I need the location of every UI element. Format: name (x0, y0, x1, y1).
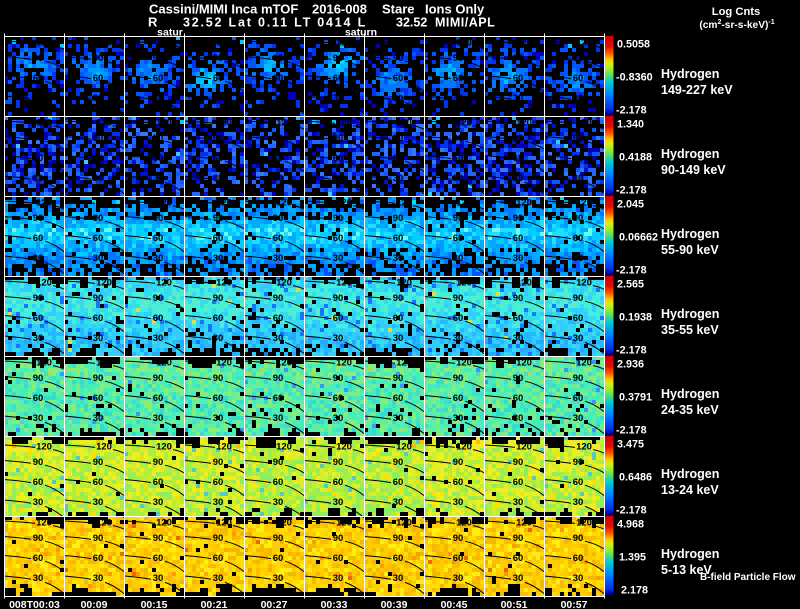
svg-text:00:15: 00:15 (141, 599, 168, 609)
svg-text:1.395: 1.395 (619, 552, 646, 564)
svg-text:Hydrogen: Hydrogen (661, 467, 719, 481)
svg-text:4.968: 4.968 (617, 519, 644, 531)
svg-text:5-13 keV: 5-13 keV (661, 563, 712, 577)
svg-text:00:21: 00:21 (201, 599, 228, 609)
svg-text:saturn: saturn (345, 27, 377, 39)
svg-text:-2.178: -2.178 (616, 345, 647, 357)
svg-text:Hydrogen: Hydrogen (661, 387, 719, 401)
svg-text:(cm2-sr-s-keV)-1: (cm2-sr-s-keV)-1 (699, 19, 774, 31)
svg-text:-2.178: -2.178 (616, 185, 647, 197)
svg-text:satur: satur (157, 27, 183, 39)
svg-text:00:33: 00:33 (321, 599, 348, 609)
svg-text:1.340: 1.340 (617, 119, 644, 131)
svg-text:32.52 Lat 0.11 LT 0414 L: 32.52 Lat 0.11 LT 0414 L (183, 16, 367, 30)
svg-text:0.5058: 0.5058 (617, 39, 650, 51)
svg-text:2.178: 2.178 (621, 585, 648, 597)
svg-text:149-227 keV: 149-227 keV (661, 83, 733, 97)
svg-text:Hydrogen: Hydrogen (661, 147, 719, 161)
svg-text:00:51: 00:51 (501, 599, 528, 609)
svg-text:-2.178: -2.178 (616, 265, 647, 277)
svg-text:0.4188: 0.4188 (619, 152, 652, 164)
svg-text:Hydrogen: Hydrogen (661, 227, 719, 241)
svg-text:Hydrogen: Hydrogen (661, 67, 719, 81)
svg-text:MIMI/APL: MIMI/APL (435, 16, 495, 30)
svg-text:Ions Only: Ions Only (425, 2, 485, 17)
svg-text:00:57: 00:57 (561, 599, 588, 609)
svg-text:-0.8360: -0.8360 (616, 72, 653, 84)
svg-text:Hydrogen: Hydrogen (661, 307, 719, 321)
svg-text:90-149 keV: 90-149 keV (661, 163, 726, 177)
svg-text:3.475: 3.475 (617, 439, 644, 451)
svg-text:0.3791: 0.3791 (619, 392, 652, 404)
svg-text:R: R (148, 15, 158, 30)
svg-text:00:09: 00:09 (81, 599, 108, 609)
svg-text:Hydrogen: Hydrogen (661, 547, 719, 561)
svg-text:-2.178: -2.178 (616, 505, 647, 517)
svg-text:2.565: 2.565 (617, 279, 644, 291)
svg-text:008T00:03: 008T00:03 (9, 599, 60, 609)
svg-text:35-55 keV: 35-55 keV (661, 323, 719, 337)
svg-text:-2.178: -2.178 (616, 425, 647, 437)
svg-text:0.06662: 0.06662 (619, 232, 658, 244)
svg-text:0.1938: 0.1938 (619, 312, 652, 324)
svg-text:24-35 keV: 24-35 keV (661, 403, 719, 417)
svg-text:Log Cnts: Log Cnts (712, 6, 760, 18)
svg-text:B-field Particle Flow: B-field Particle Flow (700, 572, 796, 583)
svg-text:Cassini/MIMI Inca mTOF: Cassini/MIMI Inca mTOF (149, 2, 298, 17)
svg-text:0.6486: 0.6486 (619, 472, 652, 484)
svg-text:Stare: Stare (382, 2, 415, 17)
svg-text:00:45: 00:45 (441, 599, 468, 609)
svg-text:2.936: 2.936 (617, 359, 644, 371)
svg-text:00:39: 00:39 (381, 599, 408, 609)
svg-text:00:27: 00:27 (261, 599, 288, 609)
svg-text:2.045: 2.045 (617, 199, 644, 211)
svg-text:13-24 keV: 13-24 keV (661, 483, 719, 497)
svg-text:2016-008: 2016-008 (312, 2, 367, 17)
svg-text:55-90 keV: 55-90 keV (661, 243, 719, 257)
svg-text:-2.178: -2.178 (616, 105, 647, 117)
svg-text:32.52: 32.52 (396, 16, 427, 30)
